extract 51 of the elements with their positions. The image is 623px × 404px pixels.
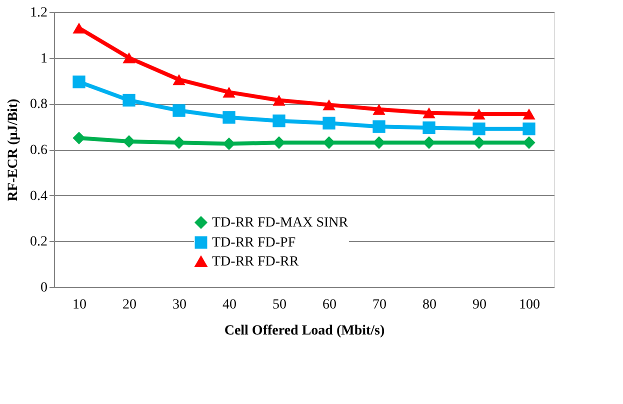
point [522, 108, 536, 120]
point [222, 111, 236, 124]
point [72, 132, 86, 144]
point [522, 122, 536, 136]
point [322, 136, 336, 149]
x-tick-label: 30 [172, 298, 186, 312]
legend-label: TD-RR FD-MAX SINR [212, 216, 349, 230]
point [222, 137, 236, 150]
point [272, 114, 286, 128]
point [122, 52, 136, 64]
point [72, 76, 86, 88]
point [122, 135, 136, 148]
point [472, 108, 486, 120]
point [272, 136, 286, 149]
legend-label: TD-RR FD-RR [212, 254, 300, 270]
x-tick-label: 50 [272, 298, 286, 312]
x-tick-label: 60 [322, 298, 336, 312]
point [372, 104, 386, 115]
point [372, 136, 386, 149]
point [272, 94, 286, 106]
point [222, 86, 236, 98]
point [72, 22, 86, 34]
y-tick-label: 0.2 [30, 234, 48, 250]
point [522, 136, 536, 149]
x-tick-label: 70 [372, 298, 386, 312]
y-tick-label: 0.4 [30, 188, 48, 204]
point [172, 104, 186, 117]
x-axis-title: Cell Offered Load (Mbit/s) [224, 324, 385, 338]
point [322, 116, 336, 130]
point [172, 74, 186, 86]
x-tick-label: 100 [519, 298, 540, 312]
point [472, 122, 486, 136]
point [372, 120, 386, 133]
point [422, 107, 436, 118]
x-tick-label: 40 [222, 298, 236, 312]
y-tick-label: 0 [40, 280, 48, 296]
point [472, 136, 486, 149]
point [122, 94, 136, 107]
x-tick-label: 80 [422, 298, 436, 312]
x-tick-label: 90 [472, 298, 486, 312]
y-tick-label: 0.8 [30, 97, 48, 112]
y-tick-label: 0.6 [30, 143, 48, 158]
x-tick-label: 20 [122, 298, 136, 312]
point [422, 121, 436, 134]
y-tick-label: 1.2 [30, 6, 48, 20]
y-tick-label: 1 [40, 51, 48, 66]
x-tick-label: 10 [72, 298, 86, 312]
point [422, 136, 436, 149]
legend-label: TD-RR FD-PF [212, 236, 296, 250]
y-axis-title: RF-ECR (µJ/Bit) [6, 98, 21, 202]
point [322, 99, 336, 110]
